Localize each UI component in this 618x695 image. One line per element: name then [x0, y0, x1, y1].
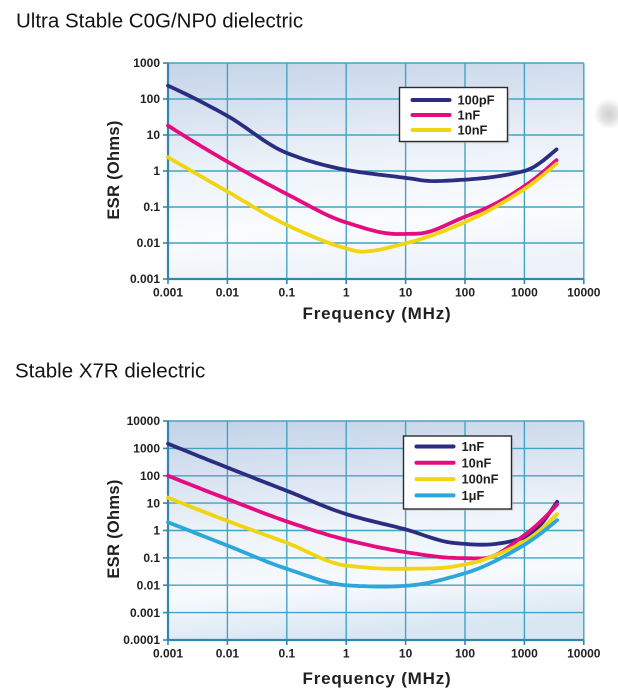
svg-text:Frequency (MHz): Frequency (MHz) — [303, 669, 452, 688]
svg-text:0.01: 0.01 — [137, 236, 161, 250]
svg-text:0.001: 0.001 — [130, 272, 160, 286]
svg-text:10000: 10000 — [567, 647, 601, 661]
svg-text:0.1: 0.1 — [143, 200, 160, 214]
svg-text:100nF: 100nF — [462, 472, 499, 487]
svg-text:100pF: 100pF — [458, 93, 495, 108]
svg-text:0.1: 0.1 — [278, 286, 295, 300]
svg-text:1μF: 1μF — [462, 488, 485, 503]
svg-text:1000: 1000 — [511, 286, 538, 300]
svg-text:0.01: 0.01 — [216, 286, 240, 300]
svg-text:0.001: 0.001 — [153, 286, 183, 300]
svg-text:0.001: 0.001 — [153, 647, 183, 661]
svg-text:0.01: 0.01 — [216, 647, 240, 661]
svg-text:10000: 10000 — [567, 286, 601, 300]
svg-text:0.001: 0.001 — [130, 606, 160, 620]
svg-text:100: 100 — [455, 286, 475, 300]
svg-text:100: 100 — [140, 92, 160, 106]
svg-text:Ultra Stable C0G/NP0 dielectri: Ultra Stable C0G/NP0 dielectric — [16, 10, 303, 33]
svg-text:Stable X7R dielectric: Stable X7R dielectric — [15, 360, 205, 383]
svg-text:0.1: 0.1 — [278, 647, 295, 661]
svg-text:0.1: 0.1 — [143, 551, 160, 565]
svg-text:1: 1 — [343, 286, 350, 300]
svg-text:ESR (Ohms): ESR (Ohms) — [105, 120, 123, 219]
svg-text:10000: 10000 — [127, 414, 161, 428]
svg-text:ESR (Ohms): ESR (Ohms) — [105, 479, 123, 578]
svg-text:0.01: 0.01 — [137, 579, 161, 593]
svg-text:1000: 1000 — [511, 647, 538, 661]
svg-text:10: 10 — [399, 286, 413, 300]
svg-text:10nF: 10nF — [458, 123, 488, 138]
svg-text:1: 1 — [153, 164, 160, 178]
svg-text:10: 10 — [399, 647, 413, 661]
svg-text:1000: 1000 — [133, 56, 160, 70]
svg-text:1: 1 — [343, 647, 350, 661]
svg-text:100: 100 — [455, 647, 475, 661]
svg-text:1nF: 1nF — [458, 108, 481, 123]
svg-text:1nF: 1nF — [462, 439, 485, 454]
svg-text:10nF: 10nF — [462, 455, 492, 470]
svg-text:1000: 1000 — [133, 442, 160, 456]
svg-text:10: 10 — [147, 128, 161, 142]
svg-text:0.0001: 0.0001 — [123, 633, 160, 647]
svg-text:1: 1 — [153, 524, 160, 538]
svg-text:100: 100 — [140, 469, 160, 483]
svg-text:Frequency (MHz): Frequency (MHz) — [303, 304, 452, 323]
svg-text:10: 10 — [147, 496, 161, 510]
